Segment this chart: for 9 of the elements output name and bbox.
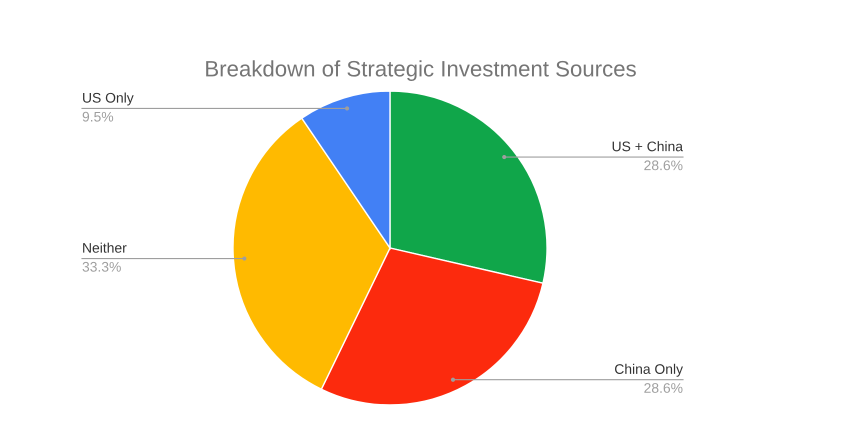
slice-label: China Only xyxy=(615,364,683,377)
data-label: 9.5% xyxy=(82,112,114,122)
data-label: 33.3% xyxy=(82,262,121,272)
slice-label: Neither xyxy=(83,242,127,253)
slice-label: US + China xyxy=(612,141,683,152)
slice-label: US Only xyxy=(83,92,134,106)
chart-title: Breakdown of Strategic Investment Sources xyxy=(206,60,636,81)
data-label: 28.6% xyxy=(644,383,683,393)
data-label: 28.6% xyxy=(644,160,683,170)
